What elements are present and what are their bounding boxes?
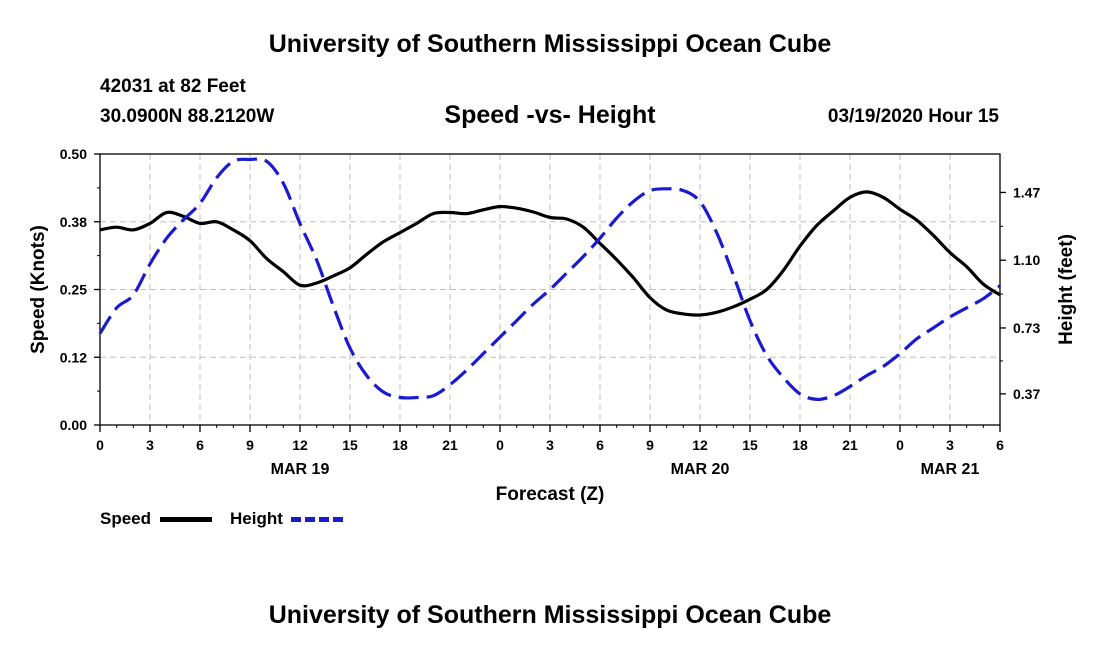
x-tick-label: 18	[792, 437, 808, 453]
x-tick-label: 9	[246, 437, 254, 453]
y-axis-label: Speed (Knots)	[28, 225, 49, 354]
legend-height-label: Height	[230, 509, 283, 528]
y2-axis-label: Height (feet)	[1056, 234, 1077, 345]
x-tick-label: 0	[496, 437, 504, 453]
y-tick-label: 0.00	[60, 417, 87, 433]
x-tick-label: 0	[96, 437, 104, 453]
y-tick-label: 0.12	[60, 349, 87, 365]
speed-series-line	[99, 190, 1001, 317]
legend-height-swatch	[291, 517, 343, 522]
x-tick-label: 6	[196, 437, 204, 453]
legend-speed-label: Speed	[100, 509, 152, 528]
x-tick-label: 12	[692, 437, 708, 453]
day-label: MAR 19	[271, 461, 330, 478]
coordinates-label: 30.0900N 88.2120W	[100, 106, 275, 127]
x-tick-label: 6	[996, 437, 1004, 453]
station-label: 42031 at 82 Feet	[100, 76, 246, 97]
day-label: MAR 21	[921, 461, 980, 478]
x-tick-label: 15	[742, 437, 758, 453]
y2-tick-label: 0.73	[1013, 320, 1040, 336]
day-label: MAR 20	[671, 461, 730, 478]
x-tick-label: 3	[546, 437, 554, 453]
x-tick-label: 3	[946, 437, 954, 453]
y-tick-label: 0.25	[60, 282, 87, 298]
x-tick-label: 12	[292, 437, 308, 453]
x-tick-label: 15	[342, 437, 358, 453]
chart-title: Speed -vs- Height	[444, 101, 656, 129]
x-tick-label: 18	[392, 437, 408, 453]
y-tick-label: 0.38	[60, 214, 87, 230]
bottom-title: University of Southern Mississippi Ocean…	[268, 601, 832, 629]
legend-speed-swatch	[160, 517, 212, 522]
x-tick-label: 21	[842, 437, 858, 453]
x-axis-label: Forecast (Z)	[496, 484, 605, 505]
date-label: 03/19/2020 Hour 15	[827, 106, 999, 127]
x-tick-label: 3	[146, 437, 154, 453]
top-title: University of Southern Mississippi Ocean…	[268, 30, 832, 58]
y2-tick-label: 0.37	[1013, 386, 1040, 402]
x-tick-label: 0	[896, 437, 904, 453]
height-series-line	[98, 157, 1001, 402]
y-tick-label: 0.50	[60, 146, 87, 162]
y2-tick-label: 1.47	[1013, 184, 1040, 200]
x-tick-label: 9	[646, 437, 654, 453]
y2-tick-label: 1.10	[1013, 252, 1040, 268]
x-tick-label: 21	[442, 437, 458, 453]
x-tick-label: 6	[596, 437, 604, 453]
